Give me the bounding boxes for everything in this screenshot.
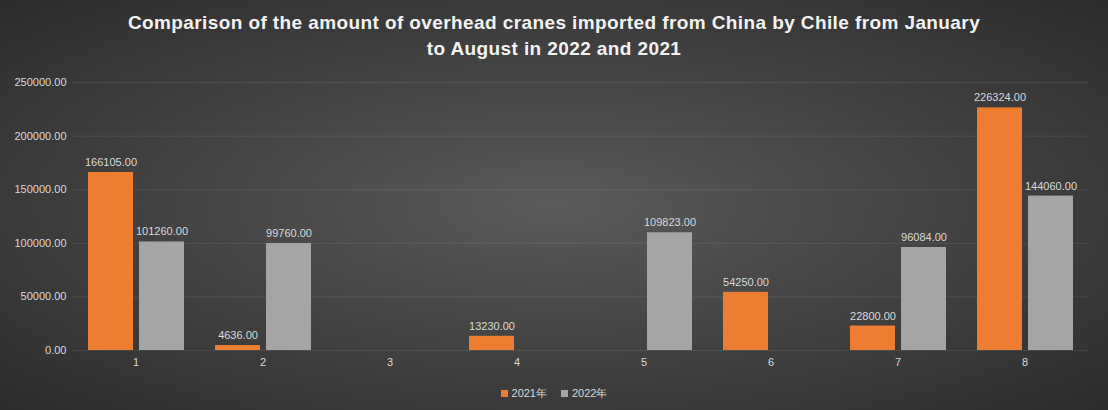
svg-text:99760.00: 99760.00 <box>266 227 312 239</box>
svg-text:6: 6 <box>768 356 774 368</box>
html-text:2022年: 2022年 <box>572 386 608 399</box>
html-text:2021年: 2021年 <box>511 386 547 399</box>
svg-text:2: 2 <box>260 356 266 368</box>
svg-text:166105.00: 166105.00 <box>85 156 137 168</box>
svg-text:22800.00: 22800.00 <box>850 310 896 322</box>
svg-text:8: 8 <box>1022 356 1028 368</box>
svg-text:1: 1 <box>133 356 139 368</box>
svg-text:5: 5 <box>641 356 647 368</box>
svg-text:4: 4 <box>514 356 520 368</box>
svg-text:3: 3 <box>387 356 393 368</box>
svg-text:54250.00: 54250.00 <box>723 276 769 288</box>
svg-text:13230.00: 13230.00 <box>469 320 515 332</box>
svg-text:144060.00: 144060.00 <box>1025 180 1077 192</box>
svg-text:100000.00: 100000.00 <box>15 237 67 249</box>
svg-text:96084.00: 96084.00 <box>901 231 947 243</box>
svg-text:101260.00: 101260.00 <box>136 225 188 237</box>
svg-text:150000.00: 150000.00 <box>15 183 67 195</box>
svg-text:109823.00: 109823.00 <box>644 216 696 228</box>
svg-text:200000.00: 200000.00 <box>15 130 67 142</box>
svg-text:4636.00: 4636.00 <box>218 329 258 341</box>
svg-text:226324.00: 226324.00 <box>974 91 1026 103</box>
svg-text:250000.00: 250000.00 <box>15 76 67 88</box>
svg-text:50000.00: 50000.00 <box>21 290 67 302</box>
svg-text:7: 7 <box>895 356 901 368</box>
html-text:Comparison of the amount of ov: Comparison of the amount of overhead cra… <box>127 12 981 59</box>
svg-text:0.00: 0.00 <box>45 344 66 356</box>
